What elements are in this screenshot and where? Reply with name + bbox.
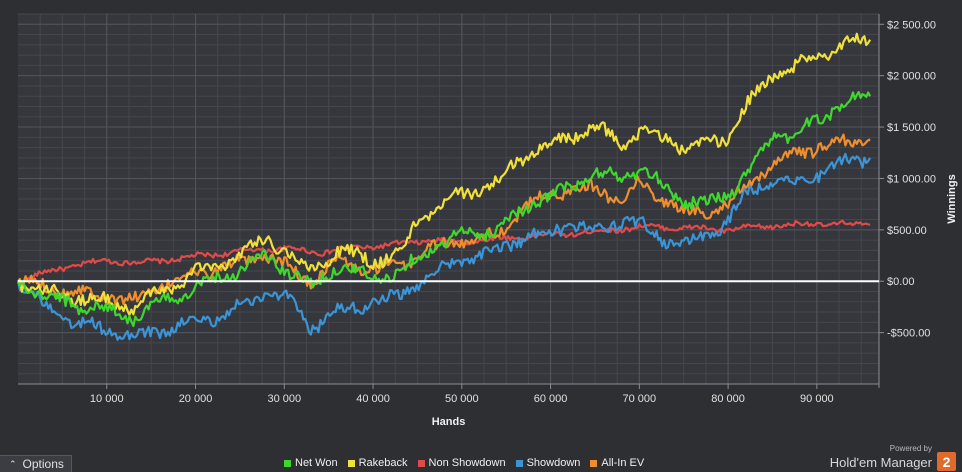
series-line-all-in-ev <box>17 133 871 306</box>
powered-by-text: Powered by <box>889 444 932 453</box>
legend-swatch <box>590 459 598 467</box>
legend-label: Net Won <box>295 457 338 469</box>
legend-label: Non Showdown <box>428 457 506 469</box>
x-tick-label: 30 000 <box>267 393 301 405</box>
y-tick-label: $0.00 <box>887 276 915 288</box>
x-axis-title: Hands <box>432 416 466 428</box>
options-button[interactable]: ⌃ Options <box>0 455 72 472</box>
legend-label: All-In EV <box>601 457 645 469</box>
legend-label: Rakeback <box>358 457 408 469</box>
chart-legend: Net Won Rakeback Non Showdown Showdown A… <box>284 455 644 471</box>
legend-swatch <box>284 459 291 467</box>
x-tick-label: 10 000 <box>90 393 124 405</box>
chevron-up-icon: ⌃ <box>9 458 17 469</box>
legend-label: Showdown <box>526 457 581 469</box>
y-tick-label: $1 500.00 <box>887 122 936 134</box>
hm2-logo-icon: 2 <box>937 452 956 471</box>
legend-item-rakeback[interactable]: Rakeback <box>347 457 408 469</box>
x-tick-label: 70 000 <box>623 393 657 405</box>
legend-swatch <box>417 459 425 467</box>
legend-item-net-won[interactable]: Net Won <box>284 457 338 469</box>
y-tick-label: $2 500.00 <box>887 19 936 31</box>
options-label: Options <box>22 457 64 471</box>
x-tick-label: 20 000 <box>179 393 213 405</box>
legend-item-showdown[interactable]: Showdown <box>515 457 581 469</box>
legend-swatch <box>347 459 355 467</box>
y-axis-title: Winnings <box>946 174 958 223</box>
series-line-showdown <box>16 152 872 341</box>
series-line-net-won <box>16 90 872 328</box>
y-tick-label: $2 000.00 <box>887 71 936 83</box>
x-tick-label: 40 000 <box>356 393 390 405</box>
y-tick-label: $1 000.00 <box>887 173 936 185</box>
y-tick-label: $500.00 <box>887 225 927 237</box>
x-tick-label: 80 000 <box>711 393 745 405</box>
series-line-rakeback <box>17 32 872 316</box>
x-tick-label: 50 000 <box>445 393 479 405</box>
x-tick-label: 90 000 <box>800 393 834 405</box>
y-tick-label: -$500.00 <box>887 328 930 340</box>
x-tick-label: 60 000 <box>534 393 568 405</box>
legend-item-all-in-ev[interactable]: All-In EV <box>590 457 644 469</box>
legend-swatch <box>515 459 523 467</box>
legend-item-non-showdown[interactable]: Non Showdown <box>417 457 506 469</box>
brand-name: Hold'em Manager <box>829 455 932 470</box>
